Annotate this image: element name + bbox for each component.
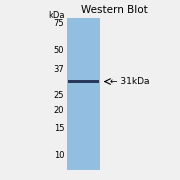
Text: Western Blot: Western Blot xyxy=(81,5,148,15)
Text: ← 31kDa: ← 31kDa xyxy=(110,77,149,86)
Text: 15: 15 xyxy=(54,124,64,133)
Text: 25: 25 xyxy=(54,91,64,100)
Text: 75: 75 xyxy=(54,19,64,28)
Text: 50: 50 xyxy=(54,46,64,55)
Text: kDa: kDa xyxy=(48,11,64,20)
Text: 37: 37 xyxy=(54,66,64,75)
Text: 20: 20 xyxy=(54,106,64,115)
Text: 10: 10 xyxy=(54,151,64,160)
